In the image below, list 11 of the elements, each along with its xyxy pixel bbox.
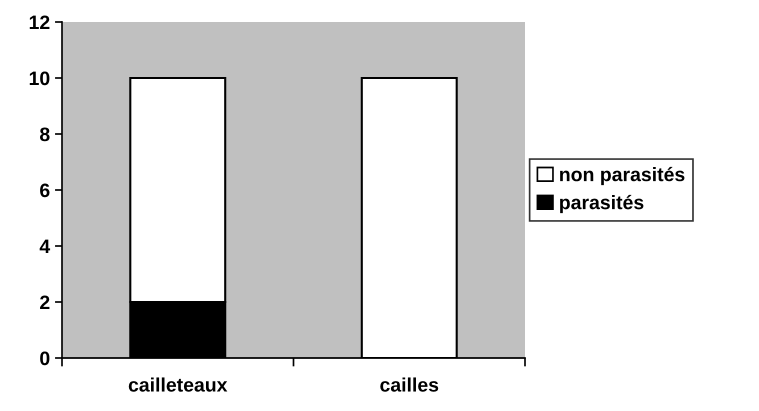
y-tick-label: 8 [40, 127, 50, 142]
x-tick-label: cailleteaux [128, 377, 228, 392]
y-tick-label: 10 [30, 71, 50, 86]
y-tick-label: 12 [30, 15, 50, 30]
y-tick-label: 0 [40, 351, 50, 366]
y-tick-label: 4 [40, 240, 50, 254]
legend-label: parasités [560, 194, 644, 214]
y-tick-label: 2 [40, 295, 50, 310]
legend-label: non parasités [560, 166, 684, 186]
y-tick-label: 6 [40, 183, 50, 198]
x-tick-label: cailles [380, 377, 438, 392]
